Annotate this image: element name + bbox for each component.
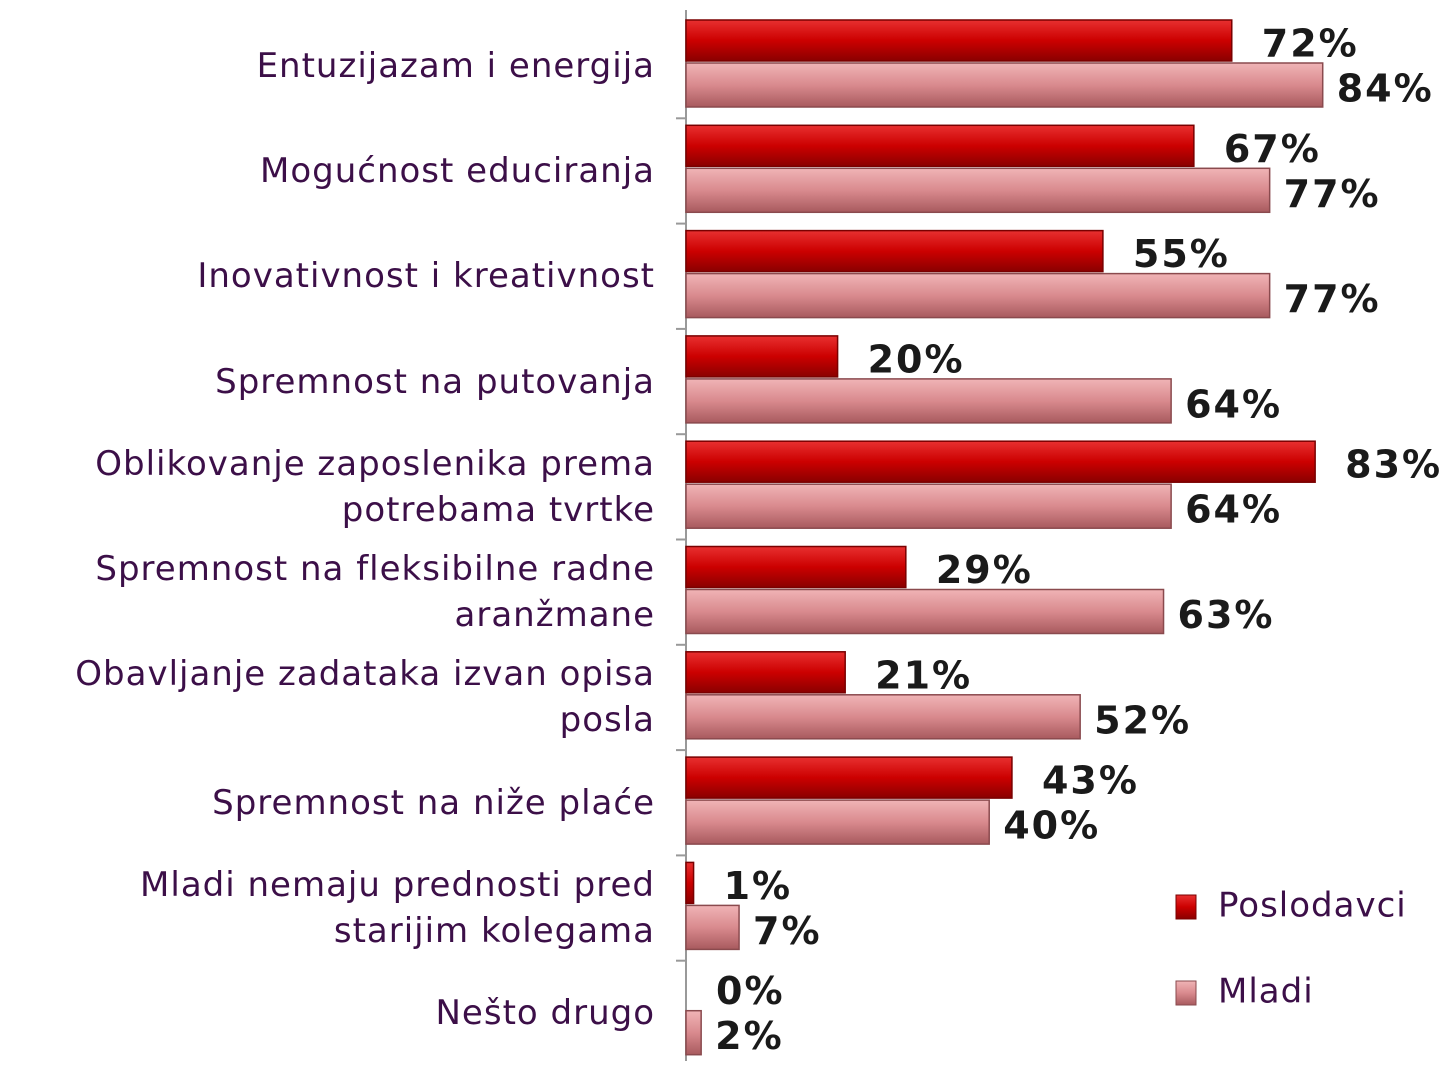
bar <box>685 378 1172 424</box>
category-label: Obavljanje zadataka izvan opisa posla <box>75 654 655 741</box>
value-label: 40% <box>1003 804 1100 848</box>
bar <box>685 440 1316 483</box>
bar <box>685 756 1013 799</box>
value-label: 29% <box>936 548 1033 592</box>
category-label: Inovativnost i kreativnost <box>197 256 655 297</box>
value-label: 21% <box>875 653 972 697</box>
category-label: Oblikovanje zaposlenika prema potrebama … <box>95 443 655 530</box>
value-label: 64% <box>1185 488 1282 532</box>
bar <box>685 904 740 951</box>
value-label: 1% <box>724 864 793 908</box>
value-label: 77% <box>1284 172 1381 216</box>
value-label: 67% <box>1224 127 1321 171</box>
bar <box>685 62 1324 108</box>
bar <box>685 124 1195 168</box>
value-label: 63% <box>1178 593 1275 637</box>
value-label: 77% <box>1284 277 1381 321</box>
category-label: Spremnost na fleksibilne radne aranžmane <box>95 549 655 636</box>
category-label: Mogućnost educiranja <box>260 150 655 191</box>
bar <box>685 167 1271 214</box>
legend-swatch <box>1175 980 1197 1006</box>
bar <box>685 799 990 845</box>
value-label: 43% <box>1042 759 1139 803</box>
bar <box>685 1009 702 1056</box>
bar <box>685 545 907 589</box>
bar <box>685 588 1165 635</box>
bar <box>685 272 1271 319</box>
value-label: 72% <box>1262 22 1359 66</box>
value-label: 84% <box>1337 67 1434 111</box>
category-label: Mladi nemaju prednosti pred starijim kol… <box>140 865 655 952</box>
legend-label: Mladi <box>1218 972 1314 1012</box>
bar <box>685 694 1081 740</box>
value-label: 2% <box>715 1014 784 1058</box>
value-label: 7% <box>753 909 822 953</box>
category-label: Spremnost na putovanja <box>215 361 655 402</box>
bar <box>685 651 846 694</box>
bar <box>685 483 1172 529</box>
category-label: Spremnost na niže plaće <box>212 782 655 823</box>
bar <box>685 861 695 905</box>
value-label: 55% <box>1133 232 1230 276</box>
bar <box>685 19 1233 62</box>
category-label: Entuzijazam i energija <box>256 45 655 86</box>
legend-label: Poslodavci <box>1218 886 1407 926</box>
value-label: 20% <box>868 337 965 381</box>
value-label: 83% <box>1345 443 1442 487</box>
category-label: Nešto drugo <box>435 993 655 1034</box>
value-label: 0% <box>716 969 785 1013</box>
legend-swatch <box>1175 894 1197 920</box>
value-label: 64% <box>1185 382 1282 426</box>
bar <box>685 335 839 378</box>
value-label: 52% <box>1094 698 1191 742</box>
bar <box>685 229 1104 273</box>
